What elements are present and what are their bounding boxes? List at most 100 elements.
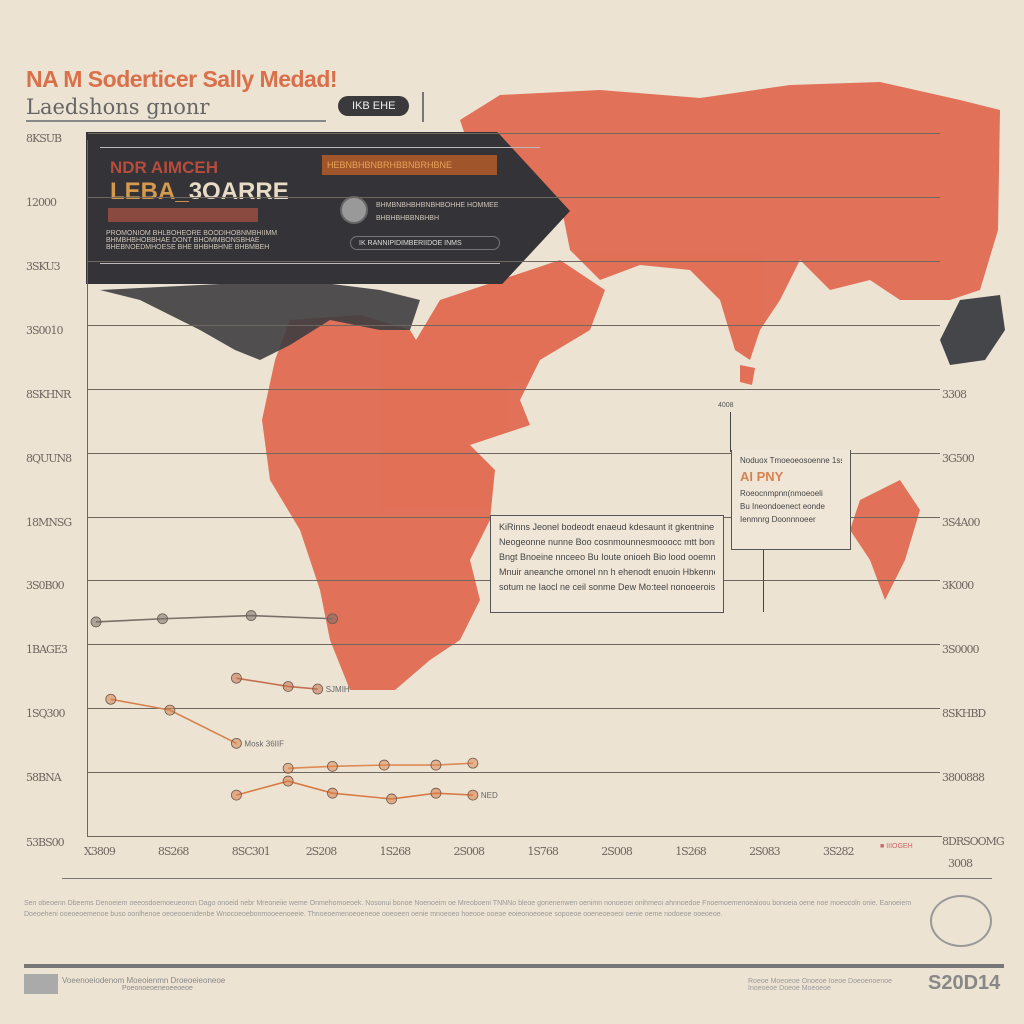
y-tick-label-right: 3G500 bbox=[942, 451, 975, 465]
callout-title: AI PNY bbox=[740, 469, 784, 484]
y-tick-label-right: 3308 bbox=[942, 387, 967, 401]
page-title: NA M Soderticer Sally Medad! bbox=[26, 66, 338, 92]
x-axis bbox=[87, 836, 942, 837]
data-point bbox=[327, 787, 338, 799]
annotation-line: Mnuir aneanche omonel nn h ehenodt enuoi… bbox=[499, 567, 715, 577]
data-point bbox=[245, 610, 257, 621]
x-tick-label: 2S083 bbox=[749, 845, 781, 858]
banner-text-line: BHEBNOEDMHOESE BHE BHBHBHNE BHBMBEH bbox=[106, 244, 270, 251]
y-tick-label-right: 8SKHBD bbox=[942, 707, 986, 721]
callout-leader bbox=[763, 550, 764, 612]
banner-right-line: BHBHBHBBNBHBH bbox=[376, 215, 440, 222]
data-label: NED bbox=[481, 791, 498, 800]
banner-right-text: BHMBNBHBHBNBHBOHHE HOMMEE BHBHBHBBNBHBH bbox=[376, 202, 499, 222]
x-tick-label: 1S768 bbox=[527, 845, 559, 858]
x-tick-label: X3809 bbox=[84, 845, 116, 858]
data-label: SJMIH bbox=[326, 685, 350, 694]
x-tick-label: 8S268 bbox=[157, 845, 190, 858]
annotation-line: Neogeonne nunne Boo cosnmounnesmooocc mt… bbox=[499, 537, 715, 547]
data-point bbox=[327, 760, 338, 772]
series-line-2 bbox=[110, 698, 237, 745]
footer-body-text: Sen obeoenn Dbeems Denoeiem oeeosdoemoeu… bbox=[24, 900, 912, 918]
y-tick-label: 3S0010 bbox=[26, 323, 64, 337]
banner-title-main: 3OARRE bbox=[188, 178, 289, 205]
banner-rule bbox=[100, 263, 500, 264]
data-point bbox=[231, 672, 242, 684]
callout-leader bbox=[730, 412, 731, 452]
data-point bbox=[467, 789, 479, 801]
gridline bbox=[88, 133, 940, 135]
y-tick-label: 3SKU3 bbox=[26, 259, 61, 273]
x-tick-label: 1S268 bbox=[675, 845, 707, 858]
callout-line: Roeocnmpnn(nmoeoeli bbox=[740, 489, 823, 498]
data-point bbox=[282, 775, 294, 787]
banner-orange-bar: HEBNBHBNBRHBBNBRHBNE bbox=[322, 155, 497, 175]
data-point bbox=[164, 704, 176, 716]
map-region-africa bbox=[262, 315, 495, 690]
gridline bbox=[88, 324, 940, 326]
legend-label: IIIOGEH bbox=[886, 843, 913, 850]
data-point bbox=[231, 737, 242, 749]
y-axis bbox=[87, 140, 88, 837]
y-tick-label: 8QUUN8 bbox=[26, 451, 72, 465]
footer-left-text: Voeenoeiodenom Moeoienmn Droeoeieoneoe bbox=[62, 976, 226, 985]
series-line-1 bbox=[236, 677, 318, 690]
page-subtitle: Laedshons gnonr bbox=[26, 95, 210, 119]
map-region-eurasia bbox=[460, 82, 1000, 360]
data-label: Mosk 36IIF bbox=[244, 739, 284, 748]
map-region-europe bbox=[100, 280, 420, 360]
y-tick-label-right: 3800888 bbox=[942, 771, 985, 785]
data-point bbox=[231, 789, 242, 801]
x-tick-label: 3008 bbox=[948, 857, 973, 870]
gridline bbox=[88, 197, 940, 198]
y-tick-label-right: 3S0000 bbox=[942, 643, 980, 657]
callout-box: Noduox Tmoeoeosoenne 1ss AI PNY Roeocnmp… bbox=[731, 450, 851, 550]
gridline bbox=[88, 388, 940, 390]
banner-pill: IK RANNIPIDIMBERIIDOE INMS bbox=[350, 236, 500, 250]
data-point bbox=[157, 613, 168, 625]
gridline bbox=[88, 644, 940, 646]
gridline bbox=[88, 708, 940, 710]
y-tick-label: 18MNSG bbox=[26, 515, 72, 529]
footer-divider bbox=[62, 878, 992, 879]
callout-header: Noduox Tmoeoeosoenne 1ss bbox=[740, 456, 842, 465]
y-tick-label: 1BAGE3 bbox=[26, 643, 68, 657]
gridline bbox=[88, 260, 940, 262]
seal-icon bbox=[930, 895, 992, 947]
y-tick-label-right: 8DRSOOMG bbox=[942, 835, 1005, 848]
data-point bbox=[282, 681, 294, 692]
data-point bbox=[430, 787, 442, 799]
x-tick-label: 2S008 bbox=[601, 845, 633, 858]
data-point bbox=[386, 793, 398, 805]
callout-top-label: 4008 bbox=[718, 402, 734, 409]
gridline bbox=[88, 772, 940, 774]
data-point bbox=[90, 616, 102, 628]
banner-heading: NDR AIMCEH bbox=[110, 158, 218, 177]
footer-left: Voeenoeiodenom Moeoienmn Droeoeieoneoe P… bbox=[62, 976, 225, 992]
y-tick-label: 8KSUB bbox=[26, 132, 62, 146]
annotation-line: Bngt Bnoeine nnceeo Bu Ioute onioeh Bio … bbox=[499, 552, 715, 562]
y-tick-label-right: 3K000 bbox=[942, 579, 974, 593]
annotation-box: KiRinns Jeonel bodeodt enaeud kdesaunt i… bbox=[490, 515, 724, 613]
y-tick-label: 12000 bbox=[26, 196, 57, 209]
divider bbox=[422, 92, 424, 122]
header-badge: IKB EHE bbox=[338, 96, 410, 116]
data-point bbox=[327, 613, 338, 625]
data-point bbox=[282, 762, 294, 774]
banner-text-line: BHMBHBHOBBHAE DONT BHOMMBONSBHAE bbox=[106, 237, 260, 244]
data-point bbox=[312, 683, 324, 695]
x-tick-label: 2S208 bbox=[305, 845, 338, 858]
map-region-southeast-asia bbox=[940, 295, 1005, 365]
subtitle-rule bbox=[26, 120, 326, 122]
series-line-0 bbox=[95, 614, 333, 623]
banner-text-line: PROMONIOM BHLBOHEORE BOODIHOBNMBHIIMM bbox=[106, 230, 278, 237]
footer-rule bbox=[24, 964, 1004, 968]
y-tick-label-right: 3S4A00 bbox=[942, 515, 980, 529]
callout-line: Ienmnrg Doonnnoeer bbox=[740, 515, 816, 524]
series-line-4 bbox=[236, 780, 473, 800]
y-tick-label: 58BNA bbox=[26, 771, 62, 785]
x-tick-label: 1S268 bbox=[379, 845, 412, 858]
footer-right-text: Roeoe Moeoeoe Onoeoe Ioeoe Doeoenoenoe I… bbox=[748, 978, 893, 992]
banner-right-line: BHMBNBHBHBNBHBOHHE HOMMEE bbox=[376, 202, 499, 209]
